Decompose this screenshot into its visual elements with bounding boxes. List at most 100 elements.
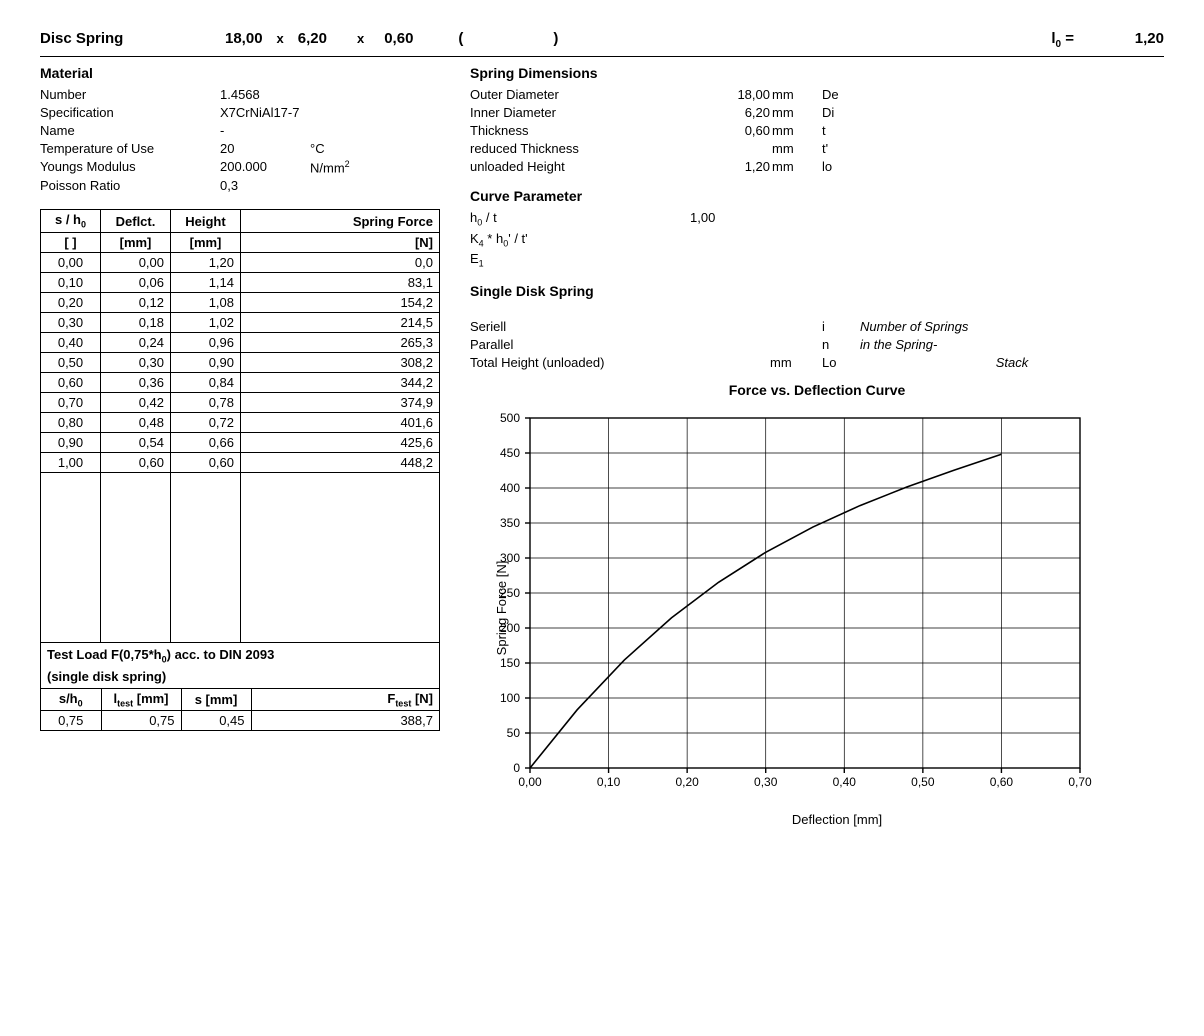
test-header: s [mm]: [181, 688, 251, 711]
table-cell: 0,48: [101, 412, 171, 432]
test-cell: 0,45: [181, 711, 251, 731]
material-value: 1.4568: [220, 87, 310, 102]
table-cell: 0,36: [101, 372, 171, 392]
table-cell: 0,90: [41, 432, 101, 452]
dim-symbol: De: [810, 87, 860, 102]
table-cell: 0,96: [171, 332, 241, 352]
header-dim3: 0,60: [384, 30, 413, 47]
curve-label: h0 / t: [470, 210, 690, 228]
table-cell: 0,0: [241, 252, 440, 272]
dim-symbol: t: [810, 123, 860, 138]
table-cell: 83,1: [241, 272, 440, 292]
material-value: 200.000: [220, 159, 310, 175]
chart-y-label: Spring Force [N]: [494, 560, 509, 655]
table-row: 0,500,300,90308,2: [41, 352, 440, 372]
table-cell: 1,14: [171, 272, 241, 292]
dim-unit: mm: [770, 159, 810, 174]
svg-text:350: 350: [500, 516, 520, 530]
header-l0-value: 1,20: [1104, 30, 1164, 47]
stack-symbol: i: [810, 319, 860, 334]
svg-text:0,50: 0,50: [911, 775, 935, 788]
stack-label: Total Height (unloaded): [470, 355, 690, 370]
header-paren-close: ): [508, 30, 603, 47]
material-unit: [310, 123, 370, 138]
table-cell: 0,90: [171, 352, 241, 372]
stack-label: Parallel: [470, 337, 690, 352]
table-cell: 0,20: [41, 292, 101, 312]
stack-unit: mm: [770, 355, 810, 370]
material-label: Specification: [40, 105, 220, 120]
test-cell: 0,75: [101, 711, 181, 731]
table-row: 0,400,240,96265,3: [41, 332, 440, 352]
force-deflection-chart: 0501001502002503003504004505000,000,100,…: [460, 408, 1100, 788]
table-row: 0,100,061,1483,1: [41, 272, 440, 292]
table-row: 0,800,480,72401,6: [41, 412, 440, 432]
table-cell: 1,00: [41, 452, 101, 472]
dim-label: Inner Diameter: [470, 105, 690, 120]
test-header: Ftest [N]: [251, 688, 439, 711]
dimensions-grid: Outer Diameter18,00mmDeInner Diameter6,2…: [470, 87, 1164, 174]
svg-text:150: 150: [500, 656, 520, 670]
dim-label: Thickness: [470, 123, 690, 138]
material-grid: Number1.4568SpecificationX7CrNiAl17-7Nam…: [40, 87, 440, 193]
chart-x-label: Deflection [mm]: [470, 812, 1164, 827]
table-cell: 0,42: [101, 392, 171, 412]
svg-text:450: 450: [500, 446, 520, 460]
dim-value: [690, 141, 770, 156]
test-cell: 388,7: [251, 711, 439, 731]
dim-unit: mm: [770, 87, 810, 102]
table-row: 0,600,360,84344,2: [41, 372, 440, 392]
test-header: s/h0: [41, 688, 101, 711]
left-column: Material Number1.4568SpecificationX7CrNi…: [40, 65, 440, 827]
table-cell: 214,5: [241, 312, 440, 332]
svg-text:0,00: 0,00: [518, 775, 542, 788]
dim-unit: mm: [770, 105, 810, 120]
table-cell: 0,30: [101, 352, 171, 372]
table-cell: 0,00: [41, 252, 101, 272]
table-cell: 0,84: [171, 372, 241, 392]
table-header-unit: [mm]: [171, 232, 241, 252]
material-value: -: [220, 123, 310, 138]
test-load-sub: (single disk spring): [41, 669, 439, 688]
table-row: 0,200,121,08154,2: [41, 292, 440, 312]
svg-text:0,30: 0,30: [754, 775, 778, 788]
curve-param-heading: Curve Parameter: [470, 188, 1164, 204]
table-cell: 0,10: [41, 272, 101, 292]
table-header-unit: [ ]: [41, 232, 101, 252]
test-load-title: Test Load F(0,75*h0) acc. to DIN 2093: [41, 643, 439, 669]
table-cell: 308,2: [241, 352, 440, 372]
table-cell: 265,3: [241, 332, 440, 352]
header-l0-label: l0 =: [1051, 30, 1074, 50]
curve-param-grid: h0 / t1,00K4 * h0' / t'E1: [470, 210, 1164, 269]
table-cell: 448,2: [241, 452, 440, 472]
dim-value: 6,20: [690, 105, 770, 120]
header-x2: x: [327, 31, 384, 46]
dim-value: 18,00: [690, 87, 770, 102]
stack-label: Seriell: [470, 319, 690, 334]
table-cell: 0,12: [101, 292, 171, 312]
table-row: 0,000,001,200,0: [41, 252, 440, 272]
table-cell: 0,18: [101, 312, 171, 332]
svg-text:0,60: 0,60: [990, 775, 1014, 788]
dim-value: 0,60: [690, 123, 770, 138]
dim-unit: mm: [770, 123, 810, 138]
svg-text:0,20: 0,20: [675, 775, 699, 788]
test-load-table: s/h0ltest [mm]s [mm]Ftest [N] 0,750,750,…: [41, 688, 439, 731]
table-cell: 1,08: [171, 292, 241, 312]
table-cell: 0,70: [41, 392, 101, 412]
header-l0-eq: =: [1061, 30, 1074, 47]
svg-text:0: 0: [513, 761, 520, 775]
table-cell: 0,60: [101, 452, 171, 472]
stack-grid: SerielliNumber of SpringsParallelnin the…: [470, 319, 1164, 370]
right-column: Spring Dimensions Outer Diameter18,00mmD…: [470, 65, 1164, 827]
table-row: 0,900,540,66425,6: [41, 432, 440, 452]
table-cell: 0,72: [171, 412, 241, 432]
material-unit: [310, 105, 370, 120]
deflection-table: s / h0Deflct.HeightSpring Force [ ][mm][…: [40, 209, 440, 473]
table-cell: 401,6: [241, 412, 440, 432]
table-cell: 0,80: [41, 412, 101, 432]
svg-text:0,40: 0,40: [833, 775, 857, 788]
table-header-unit: [mm]: [101, 232, 171, 252]
material-label: Poisson Ratio: [40, 178, 220, 193]
header-paren-open: (: [413, 30, 508, 47]
